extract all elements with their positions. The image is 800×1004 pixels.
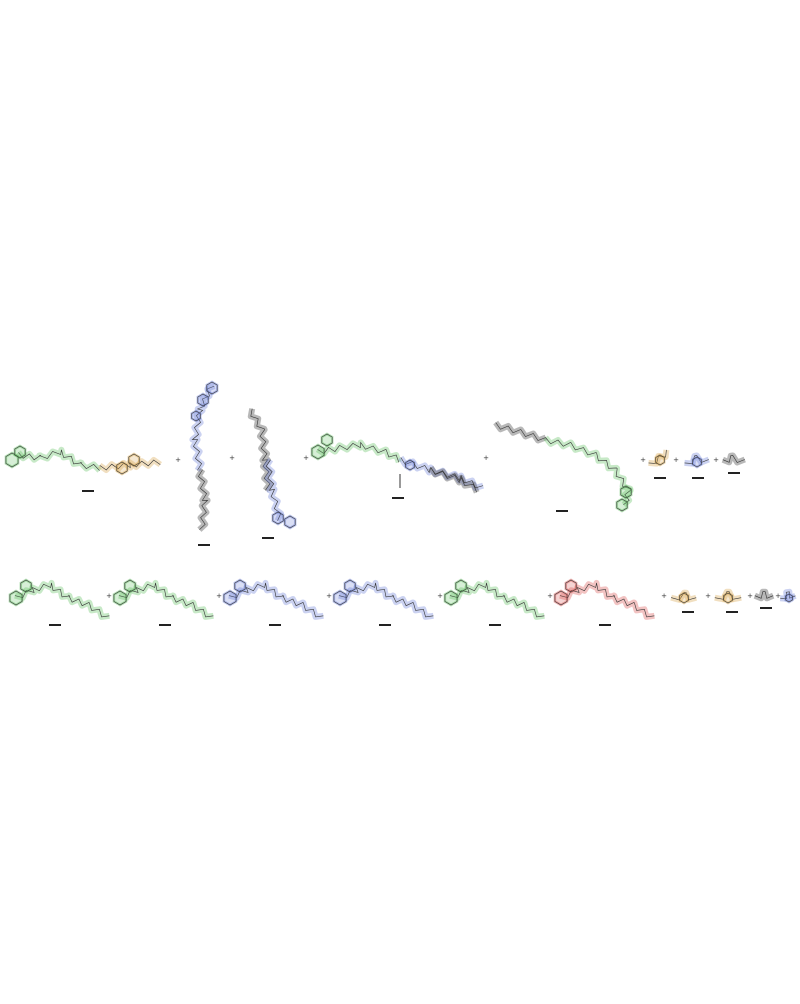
molecule-m6 — [648, 449, 670, 479]
plus-sign: + — [640, 456, 646, 464]
plus-sign: + — [673, 456, 679, 464]
molecule-p8 — [714, 588, 742, 613]
plus-sign: + — [437, 592, 443, 600]
molecule-p3 — [222, 578, 324, 626]
plus-sign: + — [747, 592, 753, 600]
molecule-m2 — [189, 380, 219, 546]
molecule-p2 — [112, 578, 214, 626]
plus-sign: + — [229, 454, 235, 462]
plus-sign: + — [175, 456, 181, 464]
molecule-p5 — [443, 578, 545, 626]
molecule-m4 — [310, 432, 484, 499]
molecule-p4 — [332, 578, 434, 626]
plus-sign: + — [661, 592, 667, 600]
plus-sign: + — [705, 592, 711, 600]
plus-sign: + — [326, 592, 332, 600]
plus-sign: + — [216, 592, 222, 600]
molecule-p9 — [753, 588, 775, 609]
molecule-p1 — [8, 578, 110, 626]
plus-sign: + — [547, 592, 553, 600]
plus-sign: + — [303, 454, 309, 462]
molecule-p7 — [670, 589, 698, 613]
plus-sign: + — [775, 592, 781, 600]
molecule-m8 — [721, 452, 746, 474]
molecule-m5 — [493, 420, 634, 513]
plus-sign: + — [106, 592, 112, 600]
molecule-m3 — [247, 408, 297, 539]
molecule-p10 — [779, 588, 797, 604]
molecule-m1 — [4, 444, 163, 492]
plus-sign: + — [713, 456, 719, 464]
plus-sign: + — [483, 454, 489, 462]
molecule-p6 — [553, 578, 655, 626]
molecule-m7 — [684, 452, 710, 479]
